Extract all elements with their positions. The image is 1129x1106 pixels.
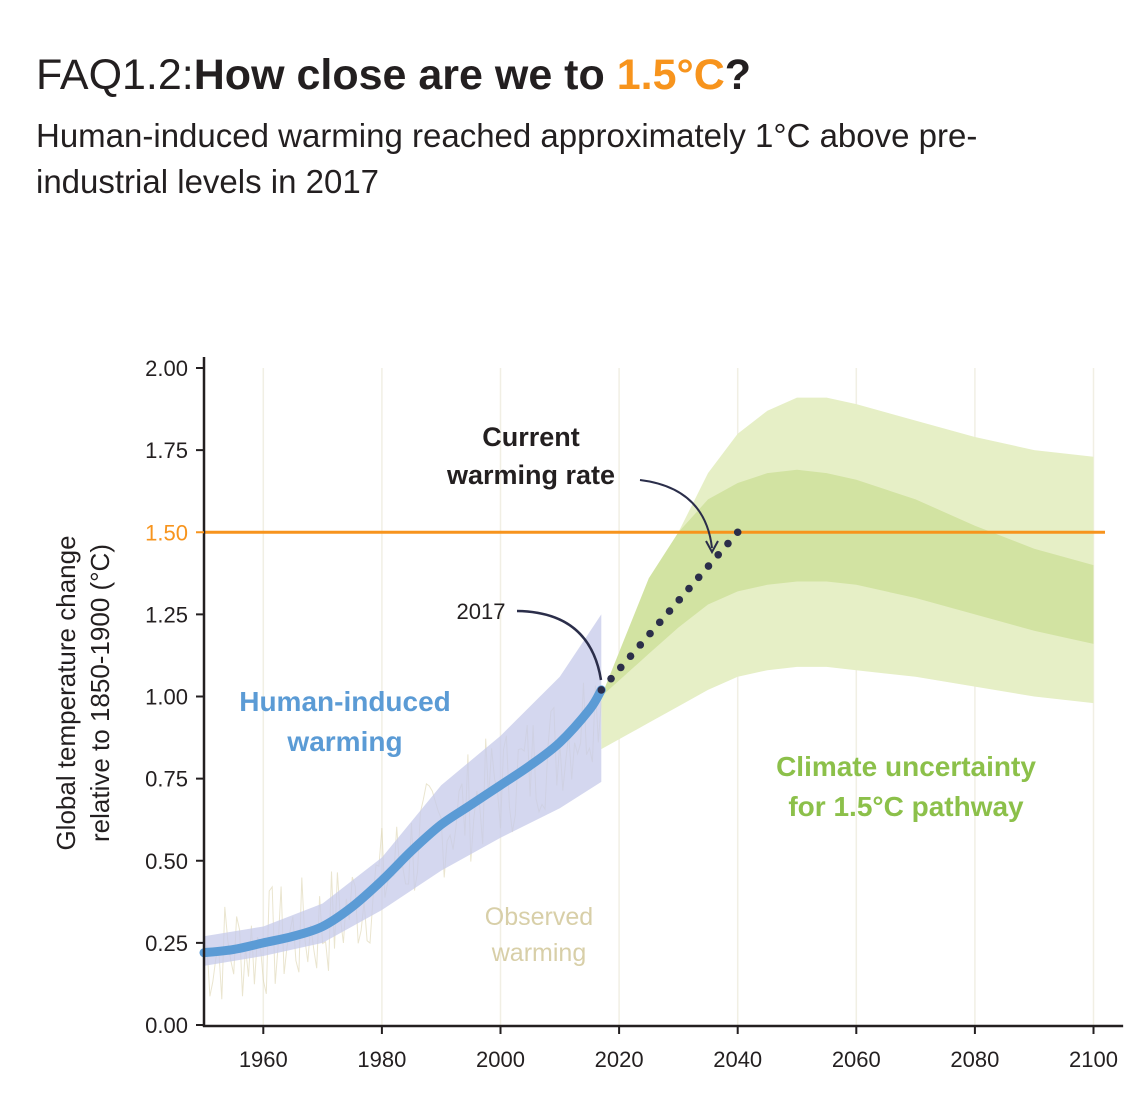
title-suffix: ? [724,51,752,99]
y-tick-label: 0.50 [145,849,188,874]
warming-rate-dot [694,573,703,582]
warming-rate-dot [724,539,732,548]
warming-rate-dot [733,528,742,537]
chart-title: FAQ1.2:How close are we to 1.5°C? [36,48,751,102]
annotation-human-induced-line1: Human-induced [239,686,451,717]
year-2017-arrow [516,609,603,681]
y-tick-label: 1.25 [145,602,188,627]
y-tick-label: 0.75 [145,767,188,792]
title-prefix: FAQ1.2: [36,51,194,99]
warming-rate-dot [675,596,684,604]
x-tick-label: 1980 [357,1047,406,1072]
warming-rate-dot [607,674,615,683]
current-rate-arrowhead [705,540,719,555]
annotation-observed-line2: warming [491,939,586,967]
y-tick-label: 2.00 [145,356,188,381]
x-tick-label: 1960 [239,1047,288,1072]
annotation-current-rate-line1: Current [482,422,580,452]
x-tick-label: 2060 [832,1047,881,1072]
warming-rate-dot [685,584,693,593]
human-induced-band [204,614,602,966]
annotation-pathway-line2: for 1.5°C pathway [788,791,1024,822]
title-highlight: 1.5°C [616,51,725,99]
y-tick-label: 1.00 [145,685,188,710]
pathway-inner-band [601,469,1094,697]
warming-rate-dot [714,550,723,559]
y-axis-label-line: Global temperature change [51,535,81,850]
y-tick-label: 0.00 [145,1013,188,1038]
warming-rate-dot [597,686,606,694]
x-tick-label: 2000 [476,1047,525,1072]
human-induced-line [199,685,606,958]
annotation-human-induced-line2: warming [286,726,402,757]
warming-rate-dot [636,641,645,649]
y-tick-label: 0.25 [145,931,188,956]
annotation-current-rate-line2: warming rate [446,460,615,490]
annotation-pathway-line1: Climate uncertainty [776,751,1036,782]
x-tick-label: 2100 [1069,1047,1118,1072]
x-tick-label: 2020 [595,1047,644,1072]
x-tick-label: 2040 [713,1047,762,1072]
current-rate-arrow [639,479,713,549]
x-tick-label: 2080 [950,1047,999,1072]
warming-rate-dot [665,607,674,615]
annotation-observed-line1: Observed [485,903,593,931]
annotation-2017: 2017 [457,599,506,624]
warming-rate-dot [626,652,635,660]
warming-rate-dot [616,663,625,672]
warming-rate-dot [655,618,664,627]
y-axis-label-line: relative to 1850-1900 (°C) [85,544,115,842]
y-tick-label: 1.75 [145,438,188,463]
warming-rate-dot [704,562,713,570]
y-axis-label: Global temperature change relative to 185… [51,535,115,850]
chart-subtitle: Human-induced warming reached approximat… [36,117,978,200]
warming-rate-dot [646,629,654,638]
y-tick-label: 1.50 [145,520,188,545]
title-main: How close are we to [193,51,617,99]
